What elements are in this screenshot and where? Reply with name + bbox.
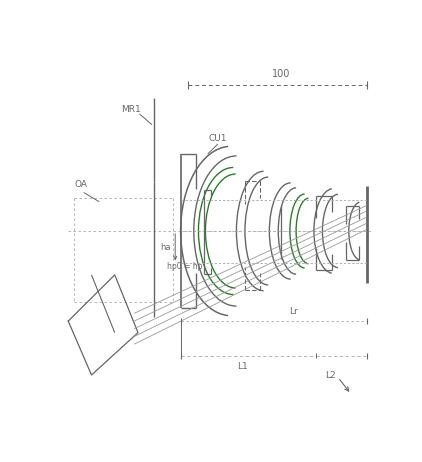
Text: L1: L1 [237,362,248,371]
Text: ha: ha [160,243,170,252]
Text: Lr: Lr [289,308,298,316]
Text: MR1: MR1 [121,105,141,114]
Text: 100: 100 [272,68,291,79]
Text: CU1: CU1 [208,134,227,143]
Text: OA: OA [74,180,87,189]
Text: L2: L2 [325,371,335,380]
Text: hp0 = hp: hp0 = hp [168,262,203,271]
